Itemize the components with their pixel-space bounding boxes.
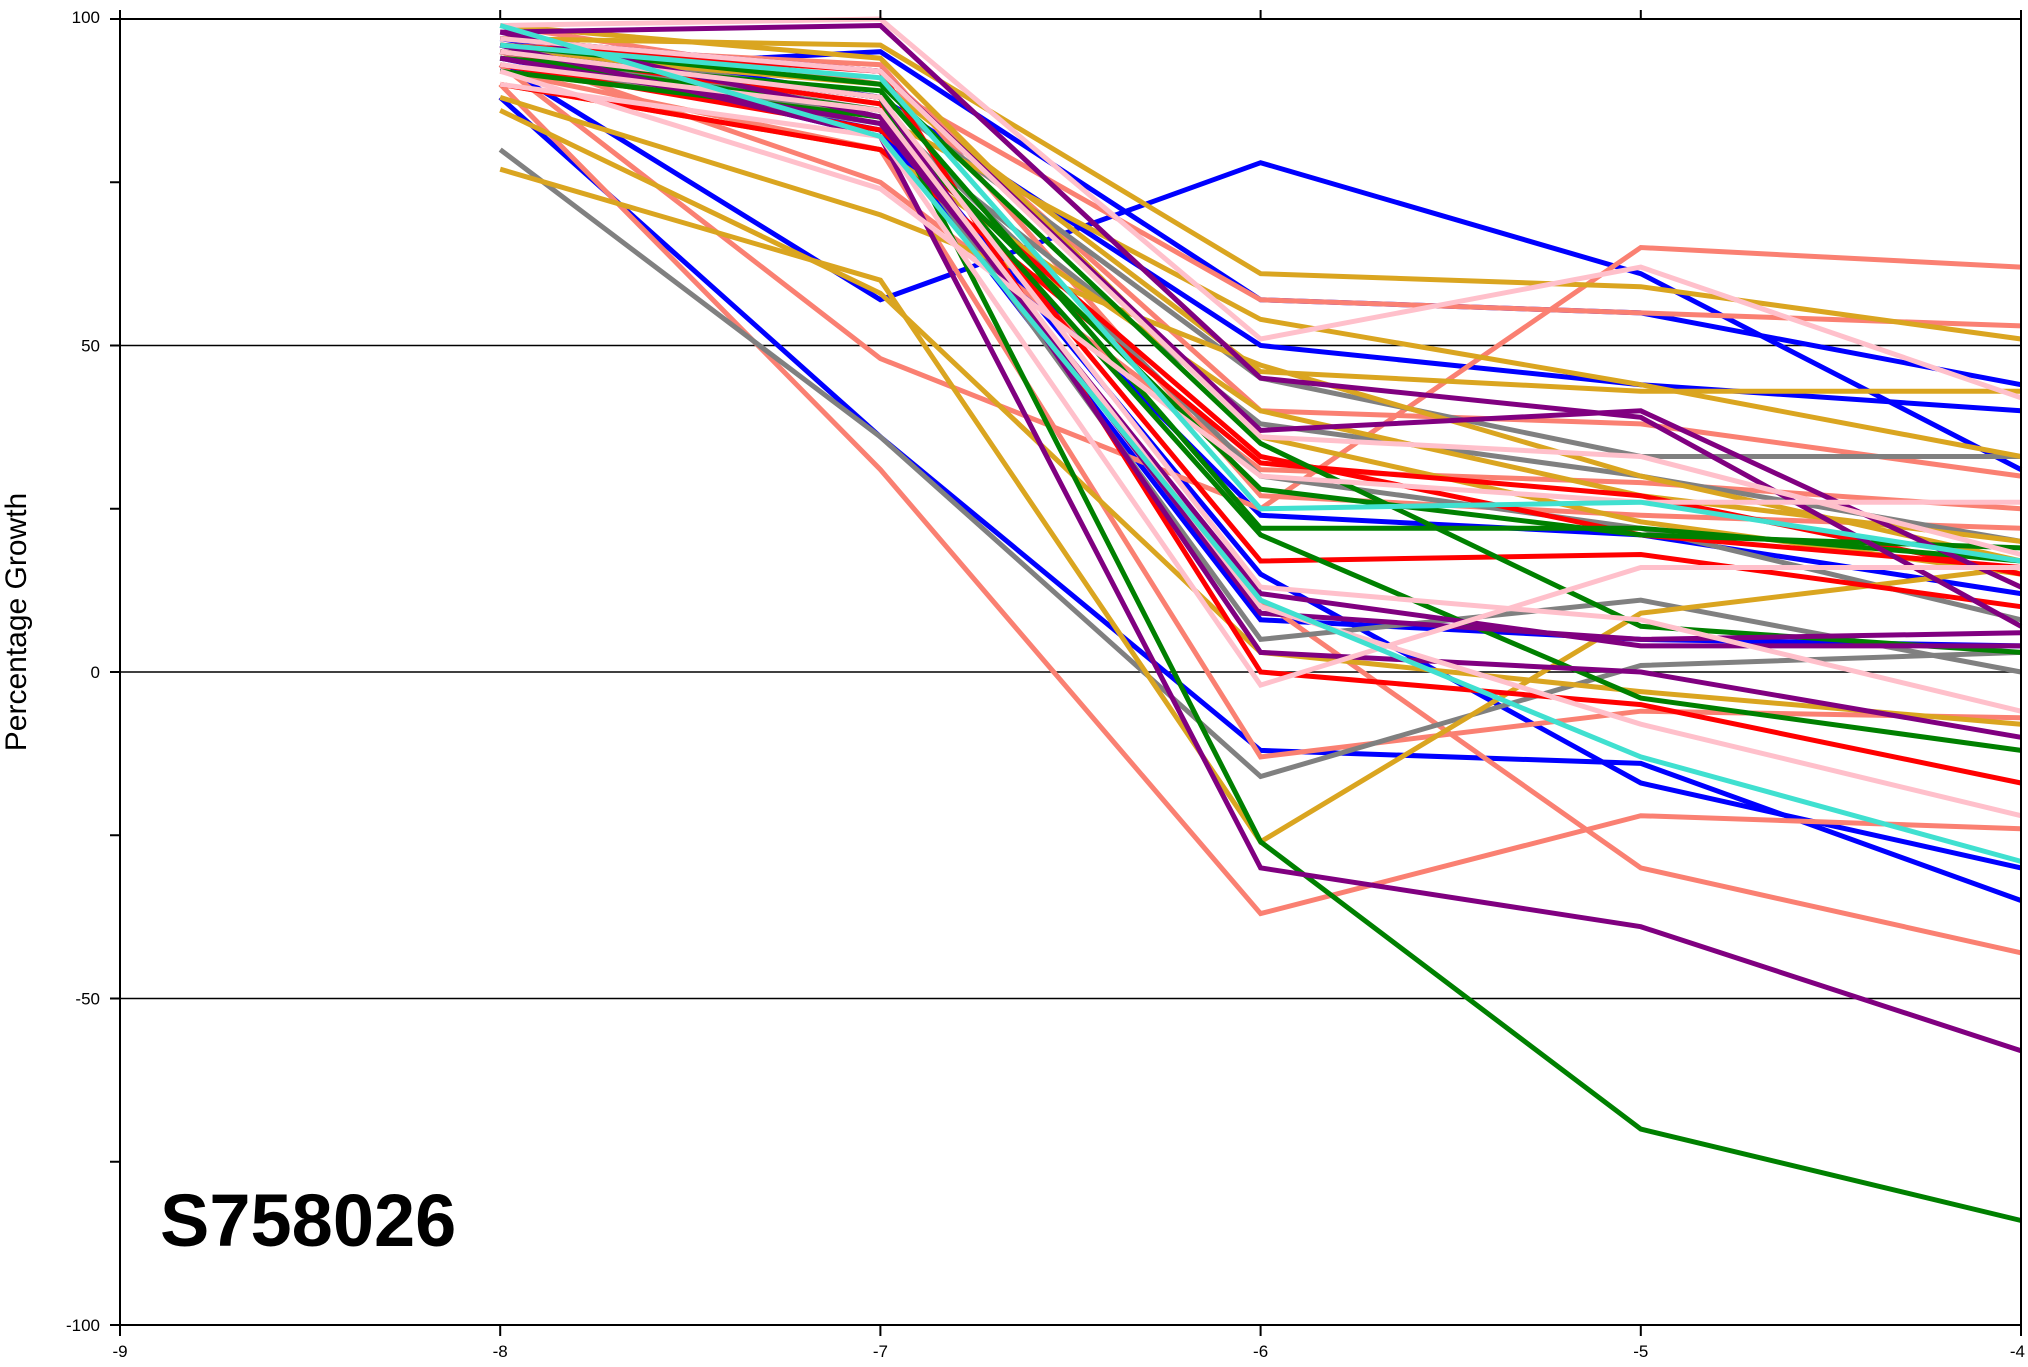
- series-line: [500, 16, 2022, 401]
- series-line: [499, 36, 2022, 557]
- series-line: [499, 29, 2022, 642]
- y-tick-label: 0: [91, 663, 100, 682]
- series-line: [499, 49, 2022, 714]
- x-tick-label: -5: [1633, 1342, 1648, 1361]
- y-tick-label: 100: [72, 8, 100, 27]
- series-line: [498, 147, 2022, 780]
- x-tick-label: -9: [112, 1342, 127, 1361]
- series-line: [499, 68, 2021, 505]
- y-axis-tick-labels: -100 -50 0 50 100: [66, 8, 100, 1335]
- axis-ticks: [110, 10, 2022, 1336]
- series-line: [499, 42, 2022, 564]
- y-tick-label: -50: [75, 990, 100, 1009]
- y-axis-label: Percentage Growth: [0, 493, 33, 751]
- y-tick-label: 50: [81, 337, 100, 356]
- series-line: [500, 36, 2022, 342]
- series-line: [499, 81, 2021, 689]
- series-line: [499, 42, 2022, 1054]
- x-axis-tick-labels: -9 -8 -7 -6 -5 -4: [112, 1342, 2025, 1361]
- y-tick-label: -100: [66, 1316, 100, 1335]
- x-tick-label: -7: [873, 1342, 888, 1361]
- x-tick-label: -4: [2010, 1342, 2025, 1361]
- compound-annotation: S758026: [160, 1179, 456, 1262]
- series-lines: [498, 16, 2023, 1223]
- series-line: [499, 62, 2022, 819]
- series-line: [499, 23, 2022, 864]
- x-tick-label: -6: [1253, 1342, 1268, 1361]
- x-tick-label: -8: [493, 1342, 508, 1361]
